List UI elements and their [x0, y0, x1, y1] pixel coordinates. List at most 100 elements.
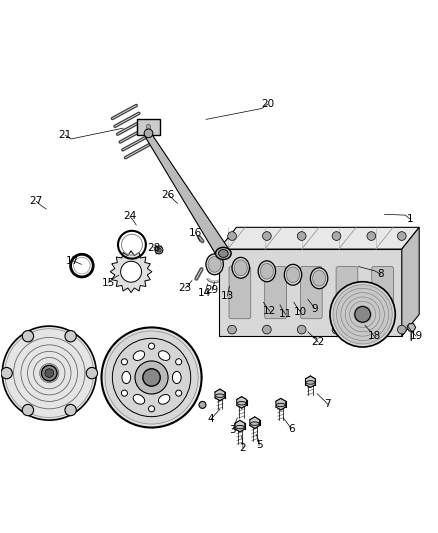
- Text: 18: 18: [367, 331, 381, 341]
- Text: 17: 17: [66, 256, 79, 266]
- Circle shape: [86, 367, 98, 379]
- Circle shape: [397, 232, 406, 240]
- Circle shape: [262, 325, 271, 334]
- Polygon shape: [110, 251, 152, 293]
- Ellipse shape: [284, 264, 302, 285]
- Circle shape: [1, 367, 12, 379]
- Ellipse shape: [258, 261, 276, 282]
- Text: 3: 3: [230, 425, 236, 435]
- Text: 22: 22: [311, 337, 325, 347]
- Ellipse shape: [286, 267, 300, 282]
- Ellipse shape: [237, 401, 246, 405]
- Polygon shape: [402, 228, 419, 336]
- Circle shape: [65, 330, 76, 342]
- Ellipse shape: [251, 422, 259, 425]
- Text: 7: 7: [325, 399, 331, 409]
- FancyBboxPatch shape: [137, 119, 160, 135]
- Polygon shape: [407, 324, 416, 331]
- Ellipse shape: [133, 394, 145, 404]
- Text: 24: 24: [123, 212, 136, 221]
- Circle shape: [176, 390, 182, 396]
- Text: 23: 23: [178, 283, 192, 293]
- Circle shape: [199, 401, 206, 408]
- Text: 28: 28: [147, 243, 160, 253]
- Text: 15: 15: [102, 278, 115, 288]
- Text: 10: 10: [294, 307, 307, 317]
- FancyBboxPatch shape: [372, 266, 393, 319]
- Text: 20: 20: [261, 99, 274, 109]
- Ellipse shape: [236, 425, 244, 429]
- Text: 8: 8: [378, 269, 384, 279]
- Text: 21: 21: [58, 130, 71, 140]
- Text: 4: 4: [208, 414, 215, 424]
- Ellipse shape: [215, 247, 231, 260]
- Ellipse shape: [215, 394, 224, 398]
- Polygon shape: [250, 417, 260, 429]
- Ellipse shape: [311, 268, 328, 289]
- Ellipse shape: [313, 270, 325, 286]
- Circle shape: [148, 406, 155, 412]
- Ellipse shape: [173, 372, 181, 384]
- Circle shape: [355, 306, 371, 322]
- Circle shape: [143, 369, 160, 386]
- Circle shape: [297, 232, 306, 240]
- Polygon shape: [305, 376, 315, 387]
- Ellipse shape: [159, 351, 170, 360]
- Ellipse shape: [276, 403, 285, 407]
- Ellipse shape: [208, 256, 221, 272]
- Circle shape: [105, 331, 198, 424]
- Text: 13: 13: [221, 291, 234, 301]
- Circle shape: [120, 261, 141, 282]
- Wedge shape: [303, 260, 322, 279]
- Circle shape: [2, 326, 96, 420]
- Circle shape: [45, 369, 53, 377]
- Polygon shape: [219, 228, 419, 249]
- Circle shape: [102, 327, 201, 427]
- Circle shape: [332, 325, 341, 334]
- Circle shape: [367, 325, 376, 334]
- Ellipse shape: [206, 254, 223, 275]
- Text: 1: 1: [407, 214, 414, 224]
- Circle shape: [262, 232, 271, 240]
- Polygon shape: [276, 399, 286, 410]
- Circle shape: [176, 359, 182, 365]
- Polygon shape: [237, 397, 247, 408]
- Circle shape: [113, 338, 191, 417]
- FancyBboxPatch shape: [265, 266, 286, 319]
- Circle shape: [228, 232, 237, 240]
- Circle shape: [297, 325, 306, 334]
- Circle shape: [65, 405, 76, 416]
- Text: 29: 29: [205, 286, 219, 295]
- Polygon shape: [219, 249, 402, 336]
- FancyBboxPatch shape: [336, 266, 358, 319]
- Ellipse shape: [234, 260, 247, 276]
- Ellipse shape: [306, 381, 315, 384]
- Ellipse shape: [146, 124, 151, 130]
- Ellipse shape: [133, 351, 145, 360]
- Text: 5: 5: [256, 440, 262, 450]
- Circle shape: [135, 361, 168, 394]
- Circle shape: [144, 129, 153, 138]
- Text: 19: 19: [410, 331, 423, 341]
- Circle shape: [148, 343, 155, 349]
- Ellipse shape: [159, 394, 170, 404]
- Text: 12: 12: [263, 306, 276, 316]
- Ellipse shape: [232, 257, 250, 278]
- Circle shape: [121, 359, 127, 365]
- Circle shape: [42, 365, 57, 381]
- Text: 11: 11: [279, 309, 292, 319]
- Ellipse shape: [219, 249, 228, 257]
- Ellipse shape: [260, 263, 273, 279]
- Ellipse shape: [122, 372, 131, 384]
- Circle shape: [367, 232, 376, 240]
- Wedge shape: [211, 249, 230, 269]
- Circle shape: [333, 285, 392, 344]
- Circle shape: [332, 232, 341, 240]
- Circle shape: [22, 330, 34, 342]
- Circle shape: [397, 325, 406, 334]
- Text: 26: 26: [162, 190, 175, 200]
- Text: 16: 16: [189, 228, 202, 238]
- Circle shape: [22, 405, 34, 416]
- Polygon shape: [145, 134, 229, 257]
- Circle shape: [155, 246, 163, 254]
